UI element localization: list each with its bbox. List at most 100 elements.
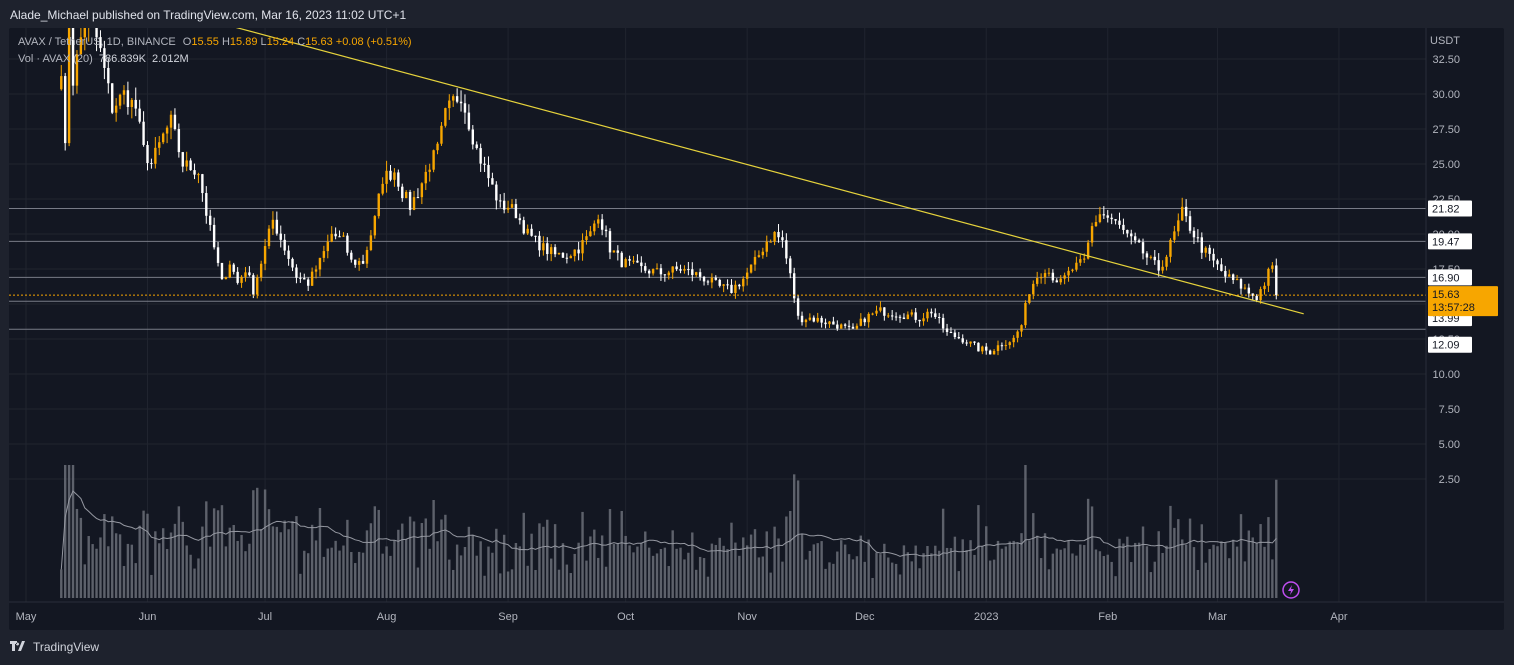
candle[interactable] <box>510 204 514 208</box>
volume-bar[interactable] <box>808 550 812 598</box>
candle[interactable] <box>71 28 75 86</box>
candle[interactable] <box>879 307 882 311</box>
candle[interactable] <box>640 262 643 267</box>
volume-bar[interactable] <box>1012 540 1015 598</box>
volume-bar[interactable] <box>734 542 737 598</box>
volume-bar[interactable] <box>256 487 259 598</box>
volume-bar[interactable] <box>1075 555 1078 598</box>
volume-bar[interactable] <box>1177 519 1180 598</box>
volume-bar[interactable] <box>1094 549 1098 598</box>
volume-bar[interactable] <box>1153 561 1156 598</box>
volume-bar[interactable] <box>1192 547 1196 598</box>
volume-bar[interactable] <box>369 523 373 598</box>
candle[interactable] <box>1235 279 1239 281</box>
volume-bar[interactable] <box>820 541 823 598</box>
candle[interactable] <box>906 314 910 320</box>
volume-bar[interactable] <box>83 564 86 598</box>
candle[interactable] <box>424 171 427 184</box>
candle[interactable] <box>557 252 561 255</box>
candle[interactable] <box>326 241 329 252</box>
volume-bar[interactable] <box>836 551 839 598</box>
candle[interactable] <box>491 178 494 185</box>
volume-bar[interactable] <box>691 532 694 598</box>
candle[interactable] <box>299 277 302 279</box>
volume-bar[interactable] <box>444 514 447 598</box>
volume-bar[interactable] <box>122 566 126 598</box>
volume-bar[interactable] <box>769 572 772 598</box>
candle[interactable] <box>1071 269 1074 271</box>
volume-bar[interactable] <box>553 524 557 598</box>
volume-bar[interactable] <box>146 513 149 598</box>
volume-bar[interactable] <box>581 511 584 598</box>
volume-bar[interactable] <box>397 529 400 598</box>
volume-bar[interactable] <box>303 550 306 598</box>
volume-bar[interactable] <box>244 551 247 598</box>
volume-bar[interactable] <box>1181 539 1184 598</box>
volume-bar[interactable] <box>710 543 714 598</box>
volume-bar[interactable] <box>785 516 788 598</box>
volume-bar[interactable] <box>953 536 957 598</box>
volume-bar[interactable] <box>1157 531 1160 598</box>
volume-bar[interactable] <box>154 531 157 598</box>
candle[interactable] <box>1173 231 1176 240</box>
volume-bar[interactable] <box>275 526 279 598</box>
candle[interactable] <box>330 233 333 242</box>
volume-bar[interactable] <box>424 518 427 598</box>
volume-bar[interactable] <box>745 545 749 598</box>
candle[interactable] <box>63 76 67 144</box>
candle[interactable] <box>781 237 784 241</box>
candle[interactable] <box>1114 219 1117 221</box>
volume-bar[interactable] <box>248 543 251 598</box>
candle[interactable] <box>1153 256 1156 261</box>
volume-bar[interactable] <box>1118 538 1121 598</box>
volume-bar[interactable] <box>1239 514 1243 598</box>
volume-bar[interactable] <box>287 529 290 598</box>
candle[interactable] <box>448 100 451 109</box>
candle[interactable] <box>138 108 141 122</box>
volume-bar[interactable] <box>702 558 706 598</box>
candle[interactable] <box>1086 242 1090 259</box>
volume-bar[interactable] <box>126 543 130 598</box>
volume-bar[interactable] <box>628 545 631 598</box>
volume-bar[interactable] <box>91 544 94 598</box>
volume-bar[interactable] <box>373 506 377 598</box>
volume-bar[interactable] <box>1204 562 1207 598</box>
candle[interactable] <box>698 272 702 277</box>
volume-bar[interactable] <box>1255 542 1258 598</box>
candle[interactable] <box>393 172 396 180</box>
candle[interactable] <box>718 279 721 286</box>
candle[interactable] <box>189 160 192 171</box>
volume-bar[interactable] <box>350 552 353 598</box>
candle[interactable] <box>256 277 259 295</box>
volume-bar[interactable] <box>996 540 1000 598</box>
volume-bar[interactable] <box>561 543 565 598</box>
volume-bar[interactable] <box>1184 544 1188 598</box>
candle[interactable] <box>687 269 690 271</box>
candle[interactable] <box>702 276 706 282</box>
candle[interactable] <box>499 200 502 202</box>
candle[interactable] <box>1102 214 1106 216</box>
candle[interactable] <box>577 249 580 254</box>
candle[interactable] <box>581 240 584 254</box>
volume-bar[interactable] <box>1039 558 1043 598</box>
candle[interactable] <box>518 218 522 221</box>
candle[interactable] <box>953 332 957 338</box>
volume-bar[interactable] <box>114 533 118 598</box>
volume-bar[interactable] <box>79 517 83 598</box>
volume-bar[interactable] <box>463 546 467 598</box>
candle[interactable] <box>291 258 294 268</box>
candle[interactable] <box>428 169 431 172</box>
candle[interactable] <box>663 274 667 276</box>
candle[interactable] <box>1239 279 1243 289</box>
volume-bar[interactable] <box>1231 539 1235 598</box>
candle[interactable] <box>973 341 976 343</box>
volume-bar[interactable] <box>518 546 522 598</box>
volume-bar[interactable] <box>792 474 796 598</box>
candle[interactable] <box>620 252 623 268</box>
volume-bar[interactable] <box>259 528 263 598</box>
candle[interactable] <box>209 215 212 225</box>
volume-bar[interactable] <box>334 540 337 598</box>
volume-bar[interactable] <box>816 543 819 598</box>
candle[interactable] <box>404 191 408 199</box>
candle[interactable] <box>158 142 161 148</box>
